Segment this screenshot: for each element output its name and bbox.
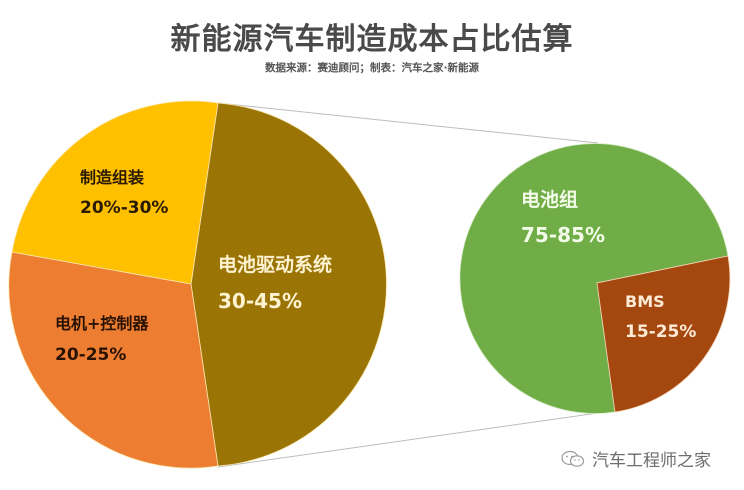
slice-battery-drive-system (190, 102, 387, 467)
label-bms: BMS 15-25% (625, 294, 696, 341)
label-name: 电池组 (521, 189, 579, 211)
label-battery-drive-system: 电池驱动系统 30-45% (218, 254, 333, 313)
label-value: 15-25% (625, 322, 697, 342)
watermark: 汽车工程师之家 (560, 446, 711, 471)
secondary-pie (459, 143, 731, 414)
chart-title: 新能源汽车制造成本占比估算 (170, 22, 574, 57)
label-value: 20-25% (55, 345, 127, 365)
connector-line-bottom (217, 412, 599, 468)
label-motor-controller: 电机+控制器 20-25% (55, 316, 148, 364)
slice-motor-controller (8, 251, 219, 469)
chart-subtitle: 数据来源：赛迪顾问；制表：汽车之家·新能源 (265, 62, 479, 74)
label-name: BMS (625, 292, 665, 311)
connector-line-top (217, 102, 599, 144)
label-value: 30-45% (218, 289, 303, 313)
main-pie (8, 100, 387, 469)
watermark-text: 汽车工程师之家 (592, 451, 711, 471)
slice-battery-pack (459, 143, 729, 414)
label-name: 电机+控制器 (55, 314, 149, 333)
label-name: 电池驱动系统 (218, 254, 333, 276)
label-manufacturing-assembly: 制造组装 20%-30% (80, 170, 168, 217)
slice-bms (596, 255, 731, 413)
label-value: 75-85% (521, 223, 606, 247)
wechat-icon (561, 450, 585, 467)
slice-manufacturing-assembly (11, 100, 219, 285)
label-name: 制造组装 (80, 168, 145, 187)
label-battery-pack: 电池组 75-85% (521, 189, 606, 247)
label-value: 20%-30% (80, 198, 169, 218)
